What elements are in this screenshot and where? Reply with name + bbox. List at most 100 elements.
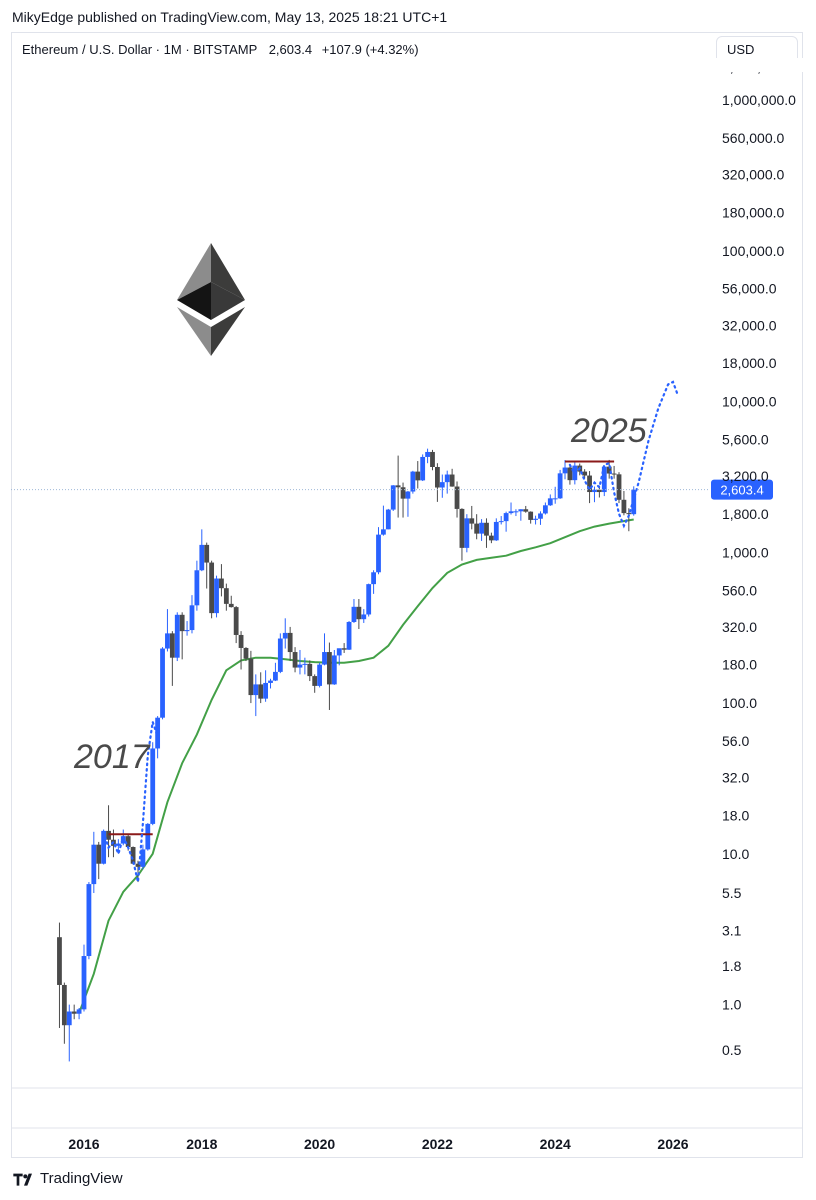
- candle-body: [307, 663, 313, 677]
- candle-body: [371, 572, 376, 585]
- candle-body: [115, 843, 121, 846]
- last-price: 2,603.4: [268, 42, 313, 57]
- candle-body: [120, 836, 126, 844]
- symbol-name[interactable]: Ethereum / U.S. Dollar: [22, 42, 153, 57]
- candle-body: [567, 467, 573, 481]
- candle-body: [317, 664, 322, 686]
- candle: [356, 599, 362, 629]
- candle-body: [130, 847, 136, 864]
- tradingview-logo-icon: [13, 1173, 32, 1186]
- candle-body: [125, 836, 131, 848]
- interval[interactable]: 1M: [163, 42, 182, 57]
- candle-body: [592, 489, 597, 493]
- candle-body: [96, 844, 102, 864]
- candles-layer: [57, 448, 637, 1062]
- x-axis-tick-label: 2024: [540, 1136, 571, 1152]
- candle-body: [582, 471, 588, 476]
- candle-body: [513, 511, 519, 513]
- candle: [552, 486, 558, 504]
- moving-average-line: [78, 518, 634, 1014]
- candle-body: [601, 466, 607, 493]
- x-axis: 2016 2018 2020 2022 2024 2026: [68, 1136, 688, 1152]
- candle: [498, 516, 504, 525]
- candle-body: [238, 634, 244, 648]
- candle: [66, 1004, 72, 1062]
- footer: TradingView: [12, 1170, 123, 1187]
- candle: [253, 674, 259, 717]
- candle-body: [361, 614, 367, 620]
- candle-body: [336, 648, 342, 656]
- y-axis-tick-label: 320,000.0: [722, 167, 784, 183]
- y-axis-tick-label: 1,800.0: [722, 506, 769, 522]
- y-axis-tick-label: 32.0: [722, 770, 749, 786]
- y-axis-tick-label: 56,000.0: [722, 281, 777, 297]
- candle-body: [204, 544, 210, 563]
- candle-body: [562, 467, 568, 474]
- candle: [145, 823, 151, 851]
- candle-body: [469, 518, 475, 524]
- candle: [307, 660, 313, 682]
- candle-body: [547, 498, 553, 506]
- candle: [140, 844, 146, 870]
- candle-body: [86, 884, 92, 957]
- candle-body: [464, 518, 470, 548]
- candle-body: [292, 652, 298, 668]
- candle: [415, 461, 421, 489]
- candle-body: [542, 505, 548, 514]
- candle: [562, 460, 568, 480]
- x-axis-tick-label: 2018: [186, 1136, 217, 1152]
- candle: [248, 650, 254, 704]
- candle-body: [439, 482, 445, 488]
- candle-body: [135, 863, 141, 867]
- candle-body: [410, 471, 416, 492]
- candle-body: [155, 717, 161, 749]
- candle-body: [81, 956, 87, 1010]
- candle: [567, 466, 573, 485]
- candle: [592, 486, 597, 503]
- y-axis-tick-label: 1,000,000.0: [722, 92, 796, 108]
- candle-body: [253, 684, 259, 696]
- candle: [469, 505, 475, 530]
- candle: [223, 583, 229, 611]
- candle-body: [351, 606, 357, 622]
- candle-body: [174, 614, 180, 658]
- candle-body: [454, 486, 460, 509]
- candle-body: [160, 648, 165, 718]
- candle-body: [606, 466, 612, 474]
- candle-body: [390, 485, 396, 510]
- candle-body: [327, 652, 332, 685]
- candle-body: [322, 652, 327, 665]
- candle-body: [66, 1011, 72, 1026]
- candle: [366, 583, 372, 617]
- candle: [86, 882, 92, 960]
- candle: [165, 609, 170, 652]
- candle-body: [91, 844, 97, 885]
- exchange: BITSTAMP: [193, 42, 258, 57]
- candle-body: [145, 823, 151, 850]
- candle-body: [474, 523, 480, 534]
- candle: [621, 491, 627, 516]
- candle: [454, 481, 460, 518]
- candle: [277, 633, 283, 674]
- y-axis-tick-label: 560.0: [722, 582, 757, 598]
- candle: [538, 511, 543, 525]
- candle-body: [331, 655, 337, 685]
- candle: [474, 514, 480, 540]
- candle: [542, 502, 548, 515]
- candle-body: [430, 451, 435, 467]
- candle: [493, 518, 499, 541]
- y-axis-tick-label: 1.8: [722, 958, 742, 974]
- annotation-2025: 2025: [570, 412, 647, 450]
- candle: [528, 511, 534, 524]
- candle: [425, 448, 430, 464]
- candle: [547, 494, 553, 506]
- candle-body: [243, 647, 249, 659]
- candle: [331, 649, 337, 685]
- candle: [150, 742, 156, 826]
- candle-body: [538, 513, 543, 519]
- candle: [464, 514, 470, 553]
- moving-average-layer: [78, 518, 634, 1014]
- candle: [160, 647, 165, 720]
- candle-body: [76, 1009, 82, 1014]
